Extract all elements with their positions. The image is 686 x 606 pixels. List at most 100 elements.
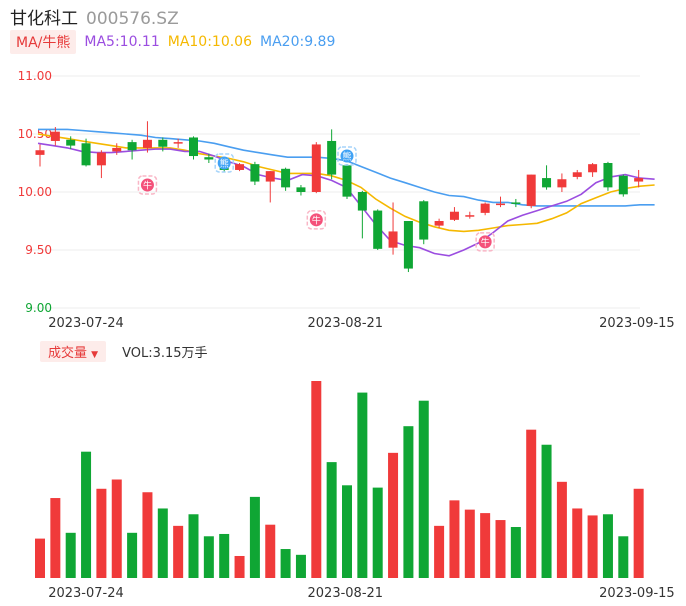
volume-bar (372, 487, 383, 578)
caret-down-icon: ▼ (91, 349, 99, 360)
x-tick-label: 2023-08-21 (308, 316, 384, 331)
candle (465, 211, 475, 219)
volume-bars (35, 381, 644, 578)
y-tick-label: 10.00 (18, 185, 52, 199)
ma20-value: MA20:9.89 (260, 34, 336, 50)
signal-label: 牛 (312, 214, 321, 226)
candle-body (588, 164, 598, 173)
candle-body (35, 150, 45, 155)
volume-bar (418, 400, 429, 578)
volume-indicator-dropdown[interactable]: 成交量 ▼ (40, 340, 107, 362)
stock-name: 甘化科工 (10, 9, 78, 29)
volume-indicator-label: 成交量 (48, 345, 88, 361)
bull-signal-icon: 牛 (137, 175, 158, 195)
candle-body (50, 131, 60, 141)
candle (373, 209, 383, 250)
signal-frame (475, 232, 495, 252)
candle (296, 185, 306, 196)
volume-bar (510, 527, 521, 578)
x-tick-label: 2023-07-24 (48, 316, 124, 331)
candle (634, 169, 644, 188)
stock-header: 甘化科工 000576.SZ (10, 4, 179, 29)
candle (496, 196, 505, 208)
volume-bar (388, 452, 399, 578)
candle (526, 174, 536, 209)
volume-bar (311, 381, 322, 578)
volume-bar (35, 538, 45, 578)
candle-body (81, 143, 91, 166)
signal-label: 牛 (143, 180, 152, 192)
volume-bar (219, 533, 230, 578)
candle (35, 144, 45, 167)
volume-bar (556, 481, 567, 578)
candle (603, 161, 613, 191)
candle (342, 164, 352, 199)
volume-bar (188, 514, 199, 578)
volume-bar (357, 392, 368, 578)
volume-bar (587, 515, 598, 578)
x-tick-label: 2023-09-15 (599, 586, 675, 601)
candle (158, 137, 168, 152)
volume-bar (618, 536, 629, 578)
ma-bullbear-toggle[interactable]: MA/牛熊 (10, 30, 77, 54)
candle (50, 127, 60, 146)
candle (189, 136, 198, 160)
candle (127, 139, 137, 160)
candle (173, 138, 183, 148)
candle (542, 165, 552, 190)
signal-frame (214, 153, 234, 173)
volume-bar (480, 513, 491, 578)
candle-body (403, 221, 413, 269)
volume-value: VOL:3.15万手 (122, 345, 208, 361)
volume-bar (127, 532, 138, 578)
candle (142, 121, 152, 153)
candle-body (634, 178, 644, 182)
volume-bar (142, 492, 153, 578)
signal-label: 牛 (481, 236, 490, 248)
candle (66, 136, 76, 150)
volume-bar (157, 508, 168, 578)
candle-body (281, 168, 291, 188)
price-grid (32, 75, 640, 309)
volume-bar (464, 509, 475, 578)
y-tick-label: 9.00 (25, 301, 52, 315)
candle (96, 150, 106, 179)
volume-bar (526, 429, 537, 578)
candle-body (572, 172, 582, 177)
volume-bar (265, 524, 276, 578)
candle-body (142, 139, 152, 148)
bull-bear-signals: 牛 熊牛 熊牛 (137, 146, 495, 252)
candle-body (434, 221, 444, 226)
signal-frame (306, 210, 327, 230)
candle-body (603, 163, 613, 188)
candle (557, 173, 567, 192)
volume-bar (572, 508, 583, 578)
ma-legend: MA/牛熊 MA5:10.11 MA10:10.06 MA20:9.89 (10, 30, 335, 54)
volume-bar (173, 525, 184, 578)
candle (235, 163, 245, 172)
volume-bar (342, 485, 352, 578)
candle-body (480, 203, 490, 213)
volume-bar (203, 536, 214, 578)
candle (511, 198, 521, 208)
candle (265, 171, 275, 203)
signal-badge (478, 235, 492, 249)
candle-body (342, 165, 352, 197)
volume-bar (280, 549, 291, 578)
x-tick-label: 2023-07-24 (48, 586, 124, 601)
signal-label: 熊 (220, 158, 229, 170)
signal-badge (217, 156, 231, 170)
x-tick-label: 2023-08-21 (308, 586, 384, 601)
price-axis: 11.00 10.50 10.00 9.50 9.00 (18, 69, 52, 315)
candle-body (173, 142, 183, 144)
volume-bar (449, 500, 460, 578)
candle-body (511, 202, 521, 204)
x-tick-label: 2023-09-15 (599, 316, 675, 331)
candle-body (250, 164, 260, 182)
candle (204, 153, 214, 163)
candle-body (449, 211, 459, 220)
bull-signal-icon: 牛 (475, 232, 495, 252)
volume-bar (326, 462, 337, 578)
candle-body (357, 192, 367, 211)
